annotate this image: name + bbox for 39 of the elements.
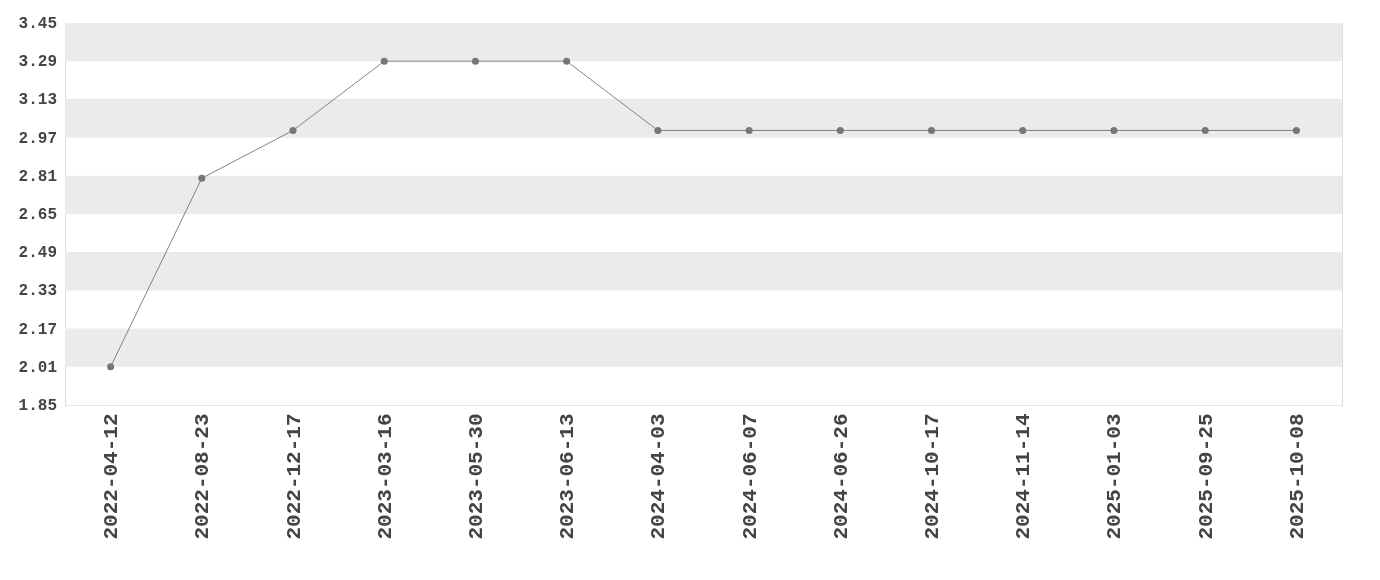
y-tick-label: 2.81	[18, 167, 57, 186]
y-tick-label: 2.49	[18, 244, 57, 263]
point	[289, 126, 297, 134]
y-tick-label: 2.33	[18, 282, 57, 301]
y-tick-label: 3.13	[18, 91, 57, 110]
x-tick-label: 2023-03-16	[373, 413, 397, 540]
point	[1201, 126, 1209, 134]
x-tick-label: 2022-04-12	[100, 413, 124, 540]
x-tick-label: 2022-12-17	[282, 413, 306, 540]
y-tick-label: 2.65	[18, 206, 57, 224]
x-tick-label: 2024-06-07	[738, 413, 762, 540]
point	[198, 174, 206, 182]
point	[836, 126, 844, 134]
x-tick-label: 2024-11-14	[1012, 413, 1036, 540]
point	[928, 126, 936, 134]
x-tick-label: 2022-08-23	[191, 413, 215, 540]
point	[1110, 126, 1118, 134]
x-tick-label: 2025-09-25	[1194, 413, 1218, 540]
y-tick-label: 1.85	[18, 397, 57, 415]
y-tick-label: 3.45	[18, 15, 57, 33]
y-tick-label: 3.29	[18, 53, 57, 72]
point	[563, 57, 571, 65]
y-tick-label: 2.97	[18, 129, 57, 148]
y-tick-label: 2.17	[18, 320, 57, 339]
point	[745, 126, 753, 134]
point	[654, 126, 662, 134]
x-tick-label: 2024-04-03	[647, 413, 671, 540]
y-tick-label: 2.01	[18, 358, 57, 377]
x-tick-label: 2023-06-13	[556, 413, 580, 540]
x-tick-label: 2024-06-26	[829, 413, 853, 540]
point	[380, 57, 388, 65]
x-tick-label: 2024-10-17	[921, 413, 945, 540]
x-tick-label: 2025-10-08	[1285, 413, 1309, 540]
point	[1019, 126, 1027, 134]
point	[471, 57, 479, 65]
point	[107, 363, 115, 371]
x-tick-label: 2025-01-03	[1103, 413, 1127, 540]
point	[1292, 126, 1300, 134]
x-tick-label: 2023-05-30	[464, 413, 488, 540]
